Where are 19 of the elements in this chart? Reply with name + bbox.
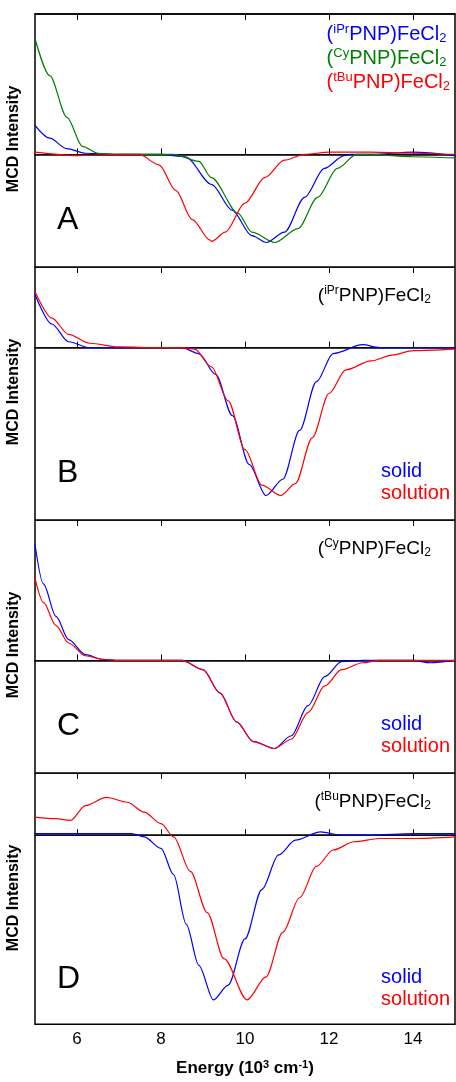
text: solid xyxy=(381,965,423,987)
text: solution xyxy=(381,987,450,1009)
annotation: B xyxy=(57,453,79,489)
annotation: D xyxy=(57,959,81,995)
text: solution xyxy=(381,481,450,503)
x-tick-label: 12 xyxy=(319,1029,339,1049)
x-tick-label: 10 xyxy=(235,1029,255,1049)
y-axis-title: MCD Intensity xyxy=(3,844,21,952)
y-axis-title: MCD Intensity xyxy=(3,85,21,193)
text: solid xyxy=(381,459,423,481)
text: solid xyxy=(381,712,423,734)
y-axis-title: MCD Intensity xyxy=(3,591,21,699)
y-axis-title: MCD Intensity xyxy=(3,338,21,446)
annotation: C xyxy=(57,706,81,742)
x-tick-label: 8 xyxy=(156,1029,166,1049)
x-tick-label: 6 xyxy=(72,1029,82,1049)
annotation: A xyxy=(57,200,79,236)
text: solution xyxy=(381,734,450,756)
x-tick-label: 14 xyxy=(403,1029,423,1049)
